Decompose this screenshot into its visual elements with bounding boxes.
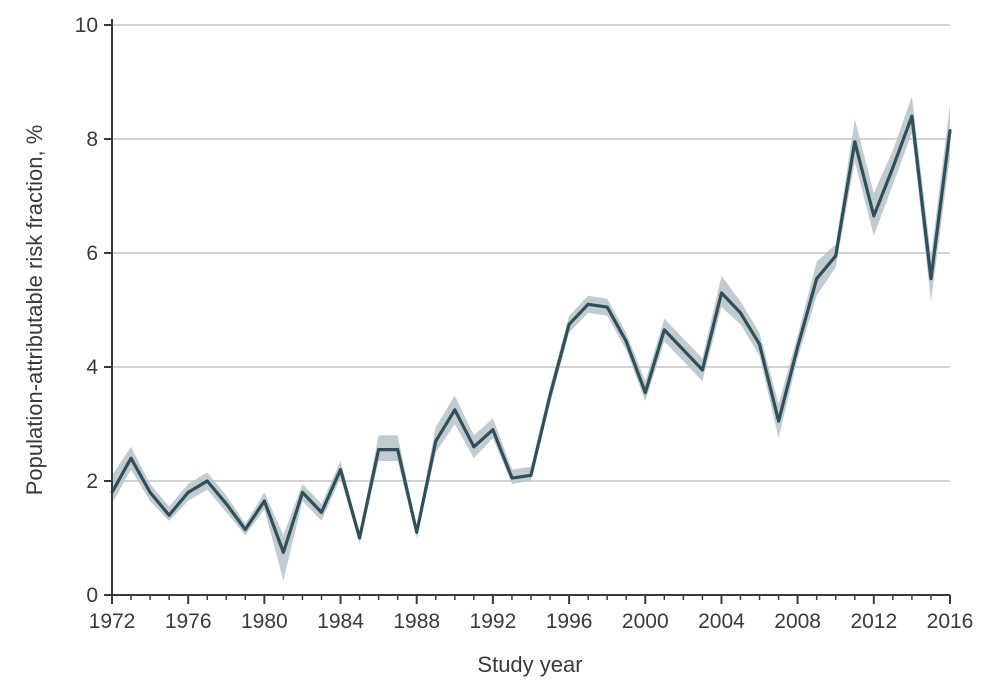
x-tick-label-2016: 2016 [927,610,974,633]
data-point-1978 [224,502,228,506]
data-point-1987 [396,448,400,452]
data-point-2010 [834,254,838,258]
x-tick-label-1992: 1992 [470,610,517,633]
data-point-1982 [301,491,304,494]
x-tick-label-1972: 1972 [89,610,136,633]
x-tick-label-1980: 1980 [241,610,288,633]
x-tick-label-2000: 2000 [622,610,669,633]
data-point-1995 [548,394,552,397]
data-point-1990 [453,408,457,412]
data-point-1983 [320,510,323,514]
y-tick-label-8: 8 [86,128,98,151]
data-point-1974 [148,491,152,494]
x-tick-label-1996: 1996 [546,610,593,633]
x-axis-title: Study year [477,652,582,677]
data-point-1979 [243,528,247,531]
data-point-1973 [129,456,133,460]
y-tick-label-4: 4 [86,356,98,379]
x-tick-label-2004: 2004 [698,610,745,633]
data-point-1980 [262,499,266,503]
data-point-2008 [796,345,800,349]
data-point-2011 [853,140,857,144]
data-point-2015 [929,277,933,281]
data-point-2007 [777,419,780,423]
axes [111,19,950,596]
x-tick-label-2008: 2008 [774,610,821,633]
data-point-2006 [758,342,761,346]
data-point-1989 [434,439,438,443]
data-point-2004 [720,291,723,295]
data-point-1986 [377,448,381,452]
data-point-1985 [358,536,361,540]
series-line [110,114,952,554]
data-point-2014 [910,114,914,118]
data-point-2003 [701,368,704,372]
y-tick-label-10: 10 [75,14,98,37]
data-point-1992 [491,428,495,432]
data-point-2012 [872,214,876,218]
data-point-1997 [586,302,590,306]
y-tick-label-2: 2 [86,470,98,493]
data-point-1993 [510,476,514,480]
y-tick-label-6: 6 [86,242,98,265]
x-tick-label-1988: 1988 [393,610,440,633]
data-point-2000 [643,391,647,395]
y-tick-label-0: 0 [86,584,98,607]
data-point-1999 [624,339,628,343]
data-point-1981 [282,550,285,554]
data-point-1977 [205,479,209,483]
data-point-2005 [739,311,742,315]
y-tick-labels: 0 2 4 6 8 10 [75,14,112,607]
series-line-group [110,114,952,554]
data-point-1991 [472,445,476,449]
grid-lines [112,24,950,482]
x-tick-label-1984: 1984 [317,610,364,633]
data-point-2001 [662,328,666,332]
confidence-band [112,96,950,581]
x-tick-label-1976: 1976 [165,610,212,633]
data-point-1996 [567,322,571,326]
confidence-band-group [112,96,950,581]
data-point-2002 [681,348,685,352]
data-point-1984 [339,468,342,471]
data-point-1994 [529,473,533,477]
y-axis-title: Population-attributable risk fraction, % [22,125,47,496]
data-point-2013 [891,166,895,169]
data-point-1975 [167,513,171,517]
data-point-2009 [815,277,819,281]
data-point-1988 [415,530,419,534]
data-point-2016 [948,129,952,132]
x-tick-labels: 1972 1976 1980 1984 1988 1992 1996 2000 2004 2008… [89,595,974,633]
data-point-1998 [605,305,609,309]
data-point-1976 [186,491,190,494]
x-tick-label-2012: 2012 [850,610,897,633]
